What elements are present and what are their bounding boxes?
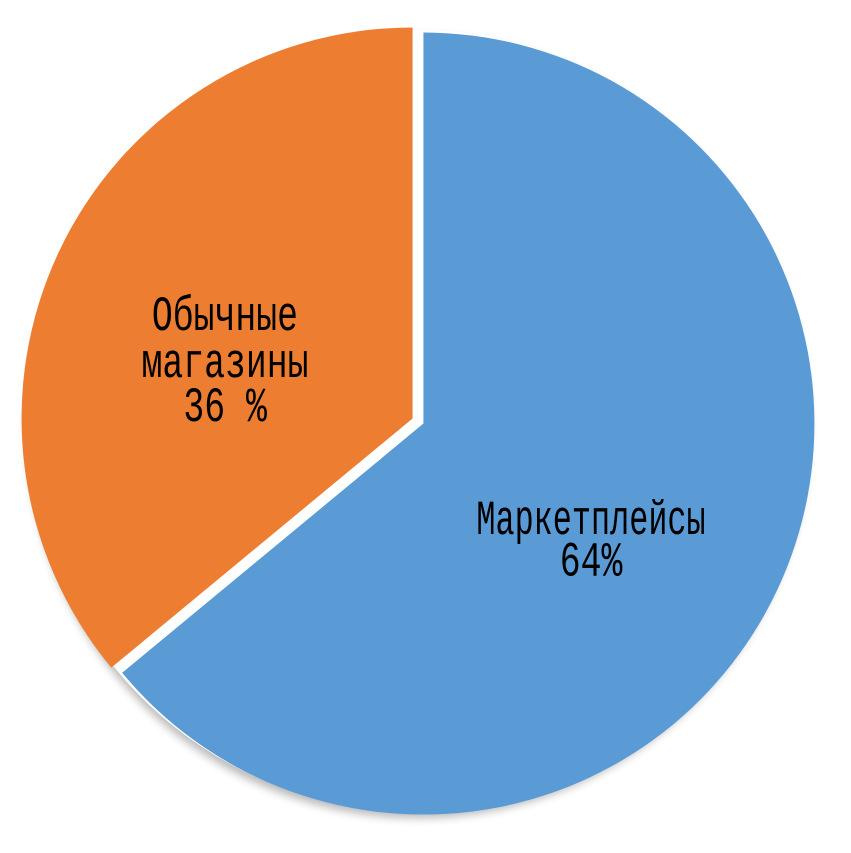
svg-text:36 %: 36 %: [183, 381, 267, 436]
svg-text:64%: 64%: [560, 535, 623, 590]
